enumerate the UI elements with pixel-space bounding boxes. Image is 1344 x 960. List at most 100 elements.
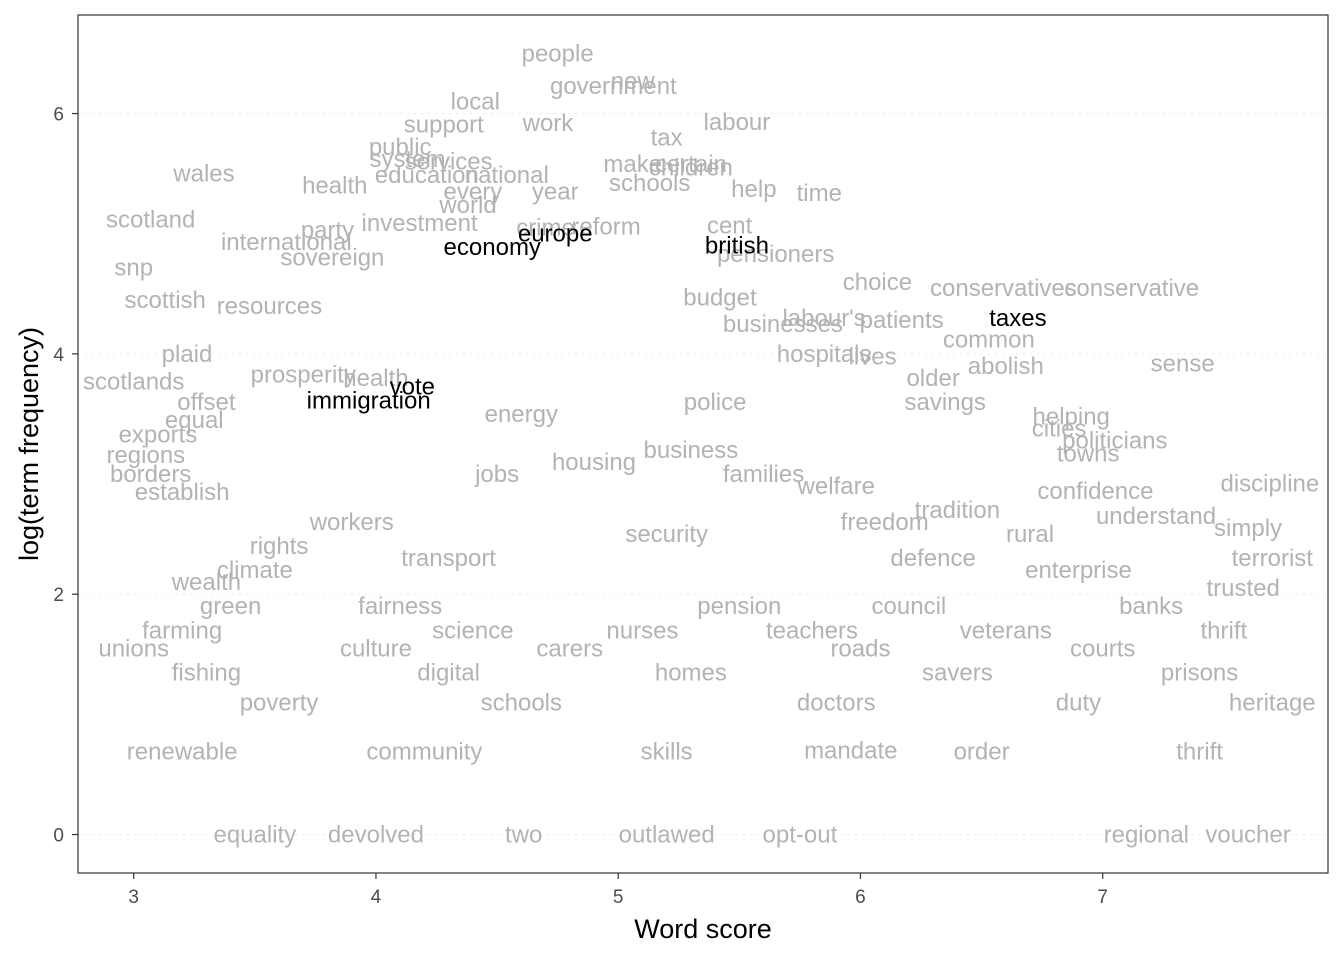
word-label: system [369,146,445,173]
word-label: labour [704,109,771,136]
word-label: every [444,179,503,206]
word-label: poverty [240,689,319,716]
word-label: sense [1151,350,1215,377]
word-label: prosperity [251,361,356,388]
word-label: time [797,180,842,207]
word-label: fishing [172,659,241,686]
word-label: tradition [915,497,1000,524]
word-label: prisons [1161,659,1238,686]
word-label: transport [401,545,496,572]
word-label: order [954,739,1010,766]
word-label: energy [485,401,558,428]
word-label: roads [830,635,890,662]
word-label: unions [98,635,169,662]
word-label: confidence [1037,478,1153,505]
word-label: towns [1057,441,1120,468]
word-label: thrift [1176,739,1223,766]
word-label: opt-out [763,822,838,849]
word-label: defence [890,545,975,572]
word-label: mandate [804,737,897,764]
word-label: scottish [125,287,206,314]
word-label: budget [683,284,757,311]
word-label: duty [1056,689,1101,716]
word-label: homes [655,659,727,686]
word-label: digital [417,659,480,686]
word-label: resources [217,293,322,320]
word-label: reform [571,213,640,240]
word-label: freedom [841,509,929,536]
word-label: simply [1214,515,1282,542]
word-label: equality [213,822,296,849]
word-label: cent [707,212,753,239]
word-label: savers [922,659,993,686]
word-label: conservative [1064,275,1199,302]
word-label: hospitals [777,341,872,368]
word-label: heritage [1229,689,1316,716]
word-label: government [550,73,677,100]
word-label: choice [843,269,912,296]
word-label: teachers [766,617,858,644]
word-label: veterans [960,617,1052,644]
word-label: local [451,89,500,116]
word-label: farming [142,617,222,644]
word-label: crime [516,215,575,242]
word-label: scotland [106,206,195,233]
word-label: plaid [162,341,213,368]
word-label: certain [655,151,727,178]
word-label: skills [641,739,693,766]
word-label: sovereign [280,245,384,272]
x-tick-label: 3 [128,887,139,908]
word-label: community [366,739,482,766]
word-label: two [505,822,542,849]
word-label: abolish [968,353,1044,380]
y-tick-label: 4 [53,345,64,366]
highlighted-word-label: europe [518,221,593,248]
word-label: services [405,149,493,176]
word-label: families [723,461,804,488]
word-label: courts [1070,635,1135,662]
word-label: jobs [474,461,519,488]
word-label: understand [1096,503,1216,530]
word-label: thrift [1200,617,1247,644]
word-label: science [432,617,513,644]
word-label: public [369,134,432,161]
word-label: help [731,176,776,203]
word-label: devolved [328,822,424,849]
word-label: workers [309,509,394,536]
word-label: businesses [723,311,843,338]
word-label: work [522,110,575,137]
word-label: older [906,365,959,392]
word-label: wealth [171,569,241,596]
word-label: helping [1033,403,1110,430]
highlighted-word-label: economy [444,234,541,261]
word-label: fairness [358,593,442,620]
word-label: conservatives [930,275,1077,302]
word-label: trusted [1207,575,1280,602]
word-label: green [200,593,261,620]
word-label: snp [114,254,153,281]
word-label: climate [217,557,293,584]
y-axis-title: log(term frequency) [14,327,44,561]
word-label: people [522,40,594,67]
x-tick-label: 4 [371,887,382,908]
word-label: security [625,521,708,548]
word-label: lives [849,343,897,370]
word-label: patients [860,307,944,334]
x-tick-label: 5 [613,887,624,908]
word-label: pensioners [717,241,834,268]
word-label: world [438,192,496,219]
word-label: council [872,593,947,620]
word-label: borders [110,461,191,488]
word-label: savings [905,389,986,416]
x-tick-label: 6 [855,887,866,908]
highlighted-word-label: british [705,233,769,260]
x-axis: 3 4 5 6 7 [128,873,1108,908]
y-tick-label: 0 [53,826,64,847]
word-label: labour's [782,305,865,332]
word-label: tax [651,125,683,152]
word-label: voucher [1205,822,1290,849]
word-label: housing [552,449,636,476]
word-label: establish [135,479,230,506]
word-label: discipline [1221,471,1320,498]
